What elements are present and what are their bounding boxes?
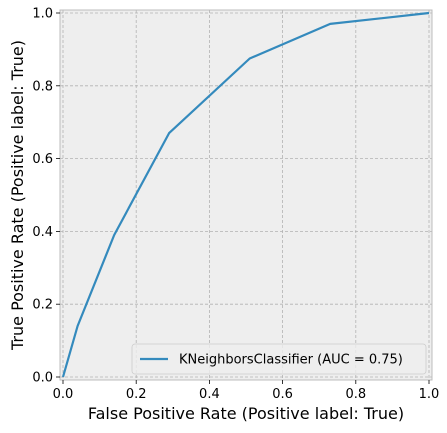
x-tick-label: 0.4 xyxy=(199,387,220,402)
y-axis-label: True Positive Rate (Positive label: True… xyxy=(8,40,27,351)
plot-area-frame xyxy=(59,9,433,381)
y-tick-label: 0.0 xyxy=(32,371,53,386)
x-tick-label: 0.6 xyxy=(272,387,293,402)
x-axis-label: False Positive Rate (Positive label: Tru… xyxy=(88,404,404,423)
axis-ticks: 0.0 0.2 0.4 0.6 0.8 1.0 0.0 0.2 0.4 0.6 0.8 1.0 xyxy=(32,7,439,403)
y-tick-label: 0.8 xyxy=(32,79,53,94)
legend-box xyxy=(131,343,427,375)
series-layer xyxy=(61,11,430,378)
legend: KNeighborsClassifier (AUC = 0.75) xyxy=(131,343,427,375)
roc-curve-line xyxy=(61,11,430,378)
y-tick-label: 0.6 xyxy=(32,152,53,167)
x-tick-label: 0.8 xyxy=(345,387,366,402)
x-tick-label: 0.2 xyxy=(126,387,147,402)
legend-label: KNeighborsClassifier (AUC = 0.75) xyxy=(179,353,403,368)
plot-area-background xyxy=(60,10,432,380)
x-tick-label: 1.0 xyxy=(419,387,440,402)
y-tick-label: 1.0 xyxy=(32,7,53,22)
x-tick-label: 0.0 xyxy=(53,387,74,402)
y-tick-label: 0.4 xyxy=(32,225,53,240)
y-tick-label: 0.2 xyxy=(32,298,53,313)
